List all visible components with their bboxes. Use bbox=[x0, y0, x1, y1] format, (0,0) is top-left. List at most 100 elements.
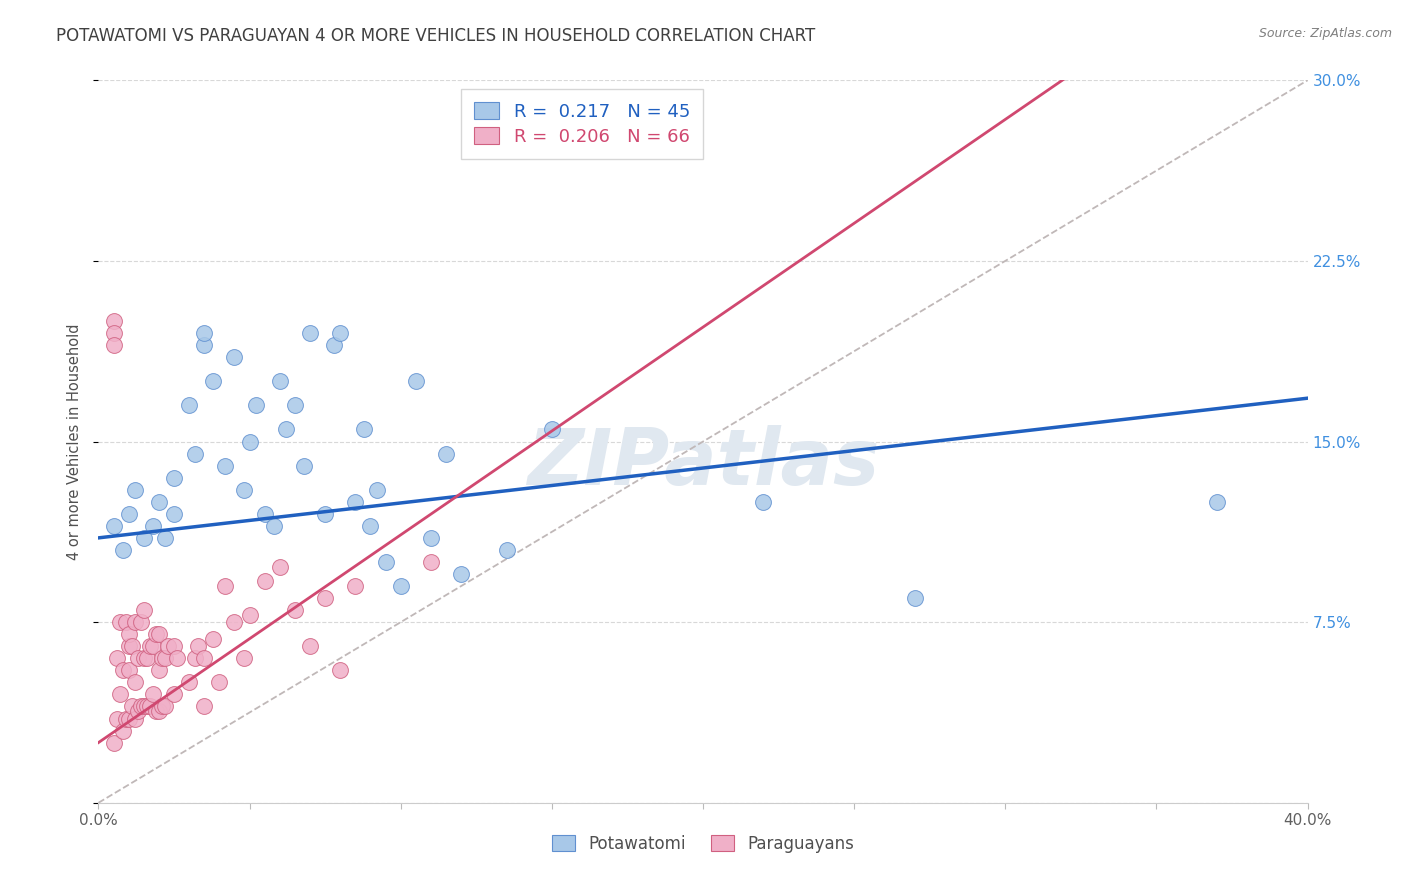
Point bbox=[103, 326, 125, 340]
Point bbox=[274, 422, 297, 436]
Point bbox=[193, 699, 215, 714]
Point bbox=[179, 675, 201, 690]
Point bbox=[299, 326, 322, 340]
Point bbox=[253, 507, 276, 521]
Point bbox=[166, 651, 188, 665]
Point bbox=[163, 507, 186, 521]
Point bbox=[118, 627, 141, 641]
Point bbox=[150, 651, 173, 665]
Point bbox=[103, 735, 125, 749]
Point bbox=[450, 567, 472, 582]
Point bbox=[292, 458, 315, 473]
Point bbox=[129, 699, 152, 714]
Point bbox=[323, 338, 346, 352]
Point bbox=[232, 651, 254, 665]
Point bbox=[314, 591, 336, 605]
Point bbox=[434, 446, 457, 460]
Point bbox=[239, 434, 262, 449]
Point bbox=[111, 664, 134, 678]
Point bbox=[148, 494, 170, 508]
Point bbox=[193, 326, 215, 340]
Point bbox=[163, 687, 186, 701]
Point bbox=[127, 704, 149, 718]
Point bbox=[111, 723, 134, 738]
Point bbox=[142, 518, 165, 533]
Point bbox=[153, 651, 176, 665]
Point bbox=[114, 712, 136, 726]
Point bbox=[118, 712, 141, 726]
Point bbox=[374, 555, 396, 569]
Point bbox=[156, 639, 179, 653]
Point bbox=[269, 559, 291, 574]
Point bbox=[540, 422, 562, 436]
Point bbox=[135, 699, 157, 714]
Point bbox=[124, 615, 146, 630]
Point bbox=[132, 603, 155, 617]
Point bbox=[135, 651, 157, 665]
Point bbox=[148, 664, 170, 678]
Point bbox=[179, 398, 201, 412]
Point bbox=[148, 627, 170, 641]
Legend: Potawatomi, Paraguayans: Potawatomi, Paraguayans bbox=[546, 828, 860, 860]
Point bbox=[208, 675, 231, 690]
Point bbox=[153, 699, 176, 714]
Point bbox=[329, 326, 352, 340]
Point bbox=[103, 338, 125, 352]
Point bbox=[193, 651, 215, 665]
Point bbox=[420, 531, 443, 545]
Y-axis label: 4 or more Vehicles in Household: 4 or more Vehicles in Household bbox=[67, 323, 83, 560]
Point bbox=[202, 374, 225, 388]
Point bbox=[187, 639, 209, 653]
Point bbox=[224, 615, 246, 630]
Point bbox=[184, 446, 207, 460]
Point bbox=[389, 579, 412, 593]
Point bbox=[344, 579, 367, 593]
Point bbox=[150, 699, 173, 714]
Point bbox=[108, 687, 131, 701]
Point bbox=[129, 615, 152, 630]
Point bbox=[124, 712, 146, 726]
Point bbox=[142, 687, 165, 701]
Point bbox=[118, 639, 141, 653]
Point bbox=[214, 458, 236, 473]
Point bbox=[329, 664, 352, 678]
Point bbox=[132, 651, 155, 665]
Point bbox=[111, 542, 134, 557]
Point bbox=[163, 639, 186, 653]
Point bbox=[904, 591, 927, 605]
Point bbox=[139, 699, 162, 714]
Point bbox=[284, 603, 307, 617]
Point bbox=[105, 712, 128, 726]
Point bbox=[344, 494, 367, 508]
Point bbox=[366, 483, 388, 497]
Point bbox=[145, 627, 167, 641]
Point bbox=[124, 675, 146, 690]
Point bbox=[245, 398, 267, 412]
Point bbox=[121, 699, 143, 714]
Point bbox=[103, 314, 125, 328]
Point bbox=[124, 483, 146, 497]
Text: POTAWATOMI VS PARAGUAYAN 4 OR MORE VEHICLES IN HOUSEHOLD CORRELATION CHART: POTAWATOMI VS PARAGUAYAN 4 OR MORE VEHIC… bbox=[56, 27, 815, 45]
Point bbox=[108, 615, 131, 630]
Point bbox=[353, 422, 375, 436]
Point bbox=[224, 350, 246, 364]
Point bbox=[153, 531, 176, 545]
Point bbox=[420, 555, 443, 569]
Point bbox=[360, 518, 382, 533]
Point bbox=[405, 374, 427, 388]
Point bbox=[163, 470, 186, 484]
Point bbox=[269, 374, 291, 388]
Point bbox=[132, 531, 155, 545]
Text: ZIPatlas: ZIPatlas bbox=[527, 425, 879, 501]
Point bbox=[127, 651, 149, 665]
Point bbox=[263, 518, 285, 533]
Point bbox=[239, 607, 262, 622]
Point bbox=[145, 704, 167, 718]
Point bbox=[314, 507, 336, 521]
Point bbox=[118, 507, 141, 521]
Point bbox=[202, 632, 225, 646]
Point bbox=[284, 398, 307, 412]
Point bbox=[118, 664, 141, 678]
Point bbox=[495, 542, 517, 557]
Point bbox=[139, 639, 162, 653]
